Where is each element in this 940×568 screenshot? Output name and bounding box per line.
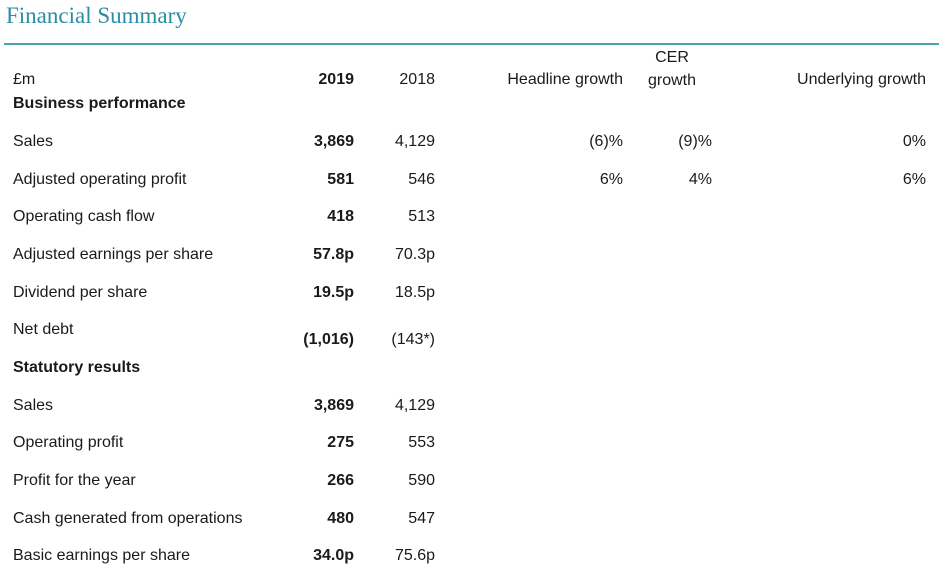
cell-underlying-growth: 0% <box>902 133 926 150</box>
cell-2019: 581 <box>327 171 354 188</box>
page-title: Financial Summary <box>6 3 187 28</box>
cell-2018: 70.3p <box>394 246 435 263</box>
cell-2019: 34.0p <box>313 547 354 564</box>
row-label: Net debt <box>13 321 74 338</box>
row-label: Operating profit <box>13 434 124 451</box>
row-label: Sales <box>13 133 54 150</box>
cell-2019: 3,869 <box>313 133 354 150</box>
cell-2018: 547 <box>408 510 435 527</box>
cell-2018: 4,129 <box>394 133 435 150</box>
row-label: Adjusted operating profit <box>13 171 187 188</box>
row-label: Profit for the year <box>13 472 136 489</box>
column-header-underlying-growth: Underlying growth <box>797 71 926 88</box>
cell-headline-growth: (6)% <box>589 133 623 150</box>
cell-2019: 480 <box>327 510 354 527</box>
cell-2018: 513 <box>408 208 435 225</box>
cell-headline-growth: 6% <box>599 171 623 188</box>
cell-2019: 418 <box>327 208 354 225</box>
cell-2019: 266 <box>327 472 354 489</box>
column-header-2019: 2019 <box>318 71 354 88</box>
cell-2019: 57.8p <box>313 246 354 263</box>
title-divider <box>4 43 939 45</box>
section-heading-statutory-results: Statutory results <box>13 359 141 376</box>
cell-cer-growth: (9)% <box>678 133 712 150</box>
row-label: Cash generated from operations <box>13 510 243 527</box>
row-label: Sales <box>13 397 54 414</box>
cell-2018: 546 <box>408 171 435 188</box>
row-label: Dividend per share <box>13 284 148 301</box>
cell-underlying-growth: 6% <box>902 171 926 188</box>
cell-2019: (1,016) <box>303 331 354 348</box>
cell-2018: 590 <box>408 472 435 489</box>
cell-2018: (143*) <box>391 331 435 348</box>
unit-header: £m <box>13 71 36 88</box>
cell-2018: 553 <box>408 434 435 451</box>
cell-2018: 75.6p <box>394 547 435 564</box>
cell-2018: 4,129 <box>394 397 435 414</box>
row-label: Adjusted earnings per share <box>13 246 214 263</box>
cell-cer-growth: 4% <box>688 171 712 188</box>
column-header-cer-line2: growth <box>647 72 697 89</box>
cell-2019: 275 <box>327 434 354 451</box>
row-label: Operating cash flow <box>13 208 155 225</box>
cell-2019: 3,869 <box>313 397 354 414</box>
cell-2019: 19.5p <box>313 284 354 301</box>
column-header-headline-growth: Headline growth <box>507 71 623 88</box>
section-heading-business-performance: Business performance <box>13 95 186 112</box>
column-header-2018: 2018 <box>399 71 435 88</box>
row-label: Basic earnings per share <box>13 547 190 564</box>
cell-2018: 18.5p <box>394 284 435 301</box>
column-header-cer-line1: CER <box>655 49 689 66</box>
